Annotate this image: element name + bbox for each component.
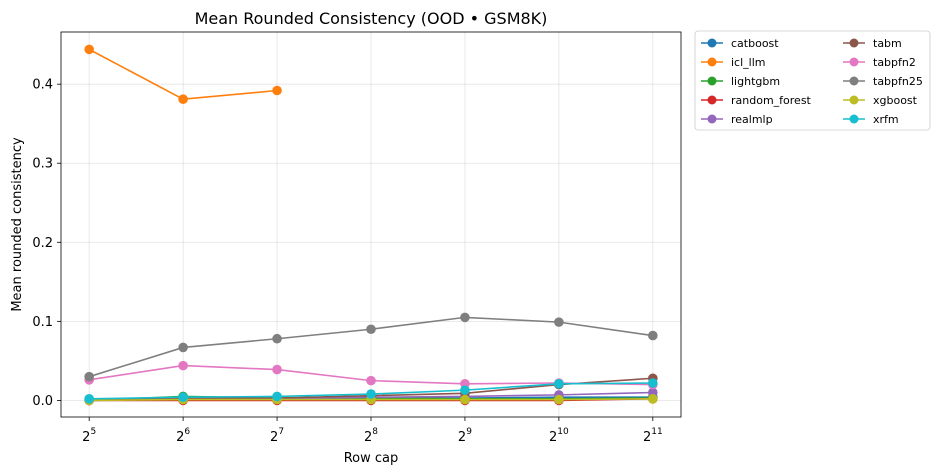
legend-marker-xrfm: [849, 114, 859, 124]
data-point-icl-llm: [272, 85, 282, 96]
legend-item-xrfm: xrfm: [843, 113, 899, 126]
legend-box: [694, 30, 931, 131]
x-tick-base: 2: [270, 430, 278, 445]
legend-marker-tabpfn2: [849, 57, 859, 67]
data-point-icl-llm: [84, 44, 94, 55]
series-icl-llm: [84, 44, 282, 104]
data-point-tabpfn25: [178, 342, 188, 353]
data-point-xgboost: [648, 394, 658, 404]
legend-item-xgboost: xgboost: [843, 94, 918, 107]
y-tick-label: 0.0: [32, 394, 53, 409]
legend-label-lightgbm: lightgbm: [731, 75, 780, 88]
x-tick-exponent: 5: [90, 427, 96, 437]
data-point-xrfm: [272, 391, 282, 402]
x-tick-label: 26: [176, 427, 190, 445]
y-tick-label: 0.1: [32, 315, 53, 330]
data-point-tabpfn25: [272, 333, 282, 344]
data-point-tabpfn25: [84, 371, 94, 382]
legend-label-tabm: tabm: [873, 37, 902, 50]
x-tick-base: 2: [82, 430, 90, 445]
y-tick-label: 0.4: [32, 78, 53, 93]
series-tabpfn25: [84, 312, 658, 382]
legend-marker-realmlp: [707, 114, 717, 124]
x-tick-base: 2: [643, 430, 651, 445]
legend: catboost icl_llm lightgbm random_forestreal…: [694, 30, 931, 131]
legend-item-icl-llm: icl_llm: [701, 56, 766, 69]
data-point-tabpfn25: [366, 324, 376, 335]
legend-label-realmlp: realmlp: [731, 113, 773, 126]
legend-item-tabm: tabm: [843, 37, 902, 50]
data-point-tabpfn25: [554, 317, 564, 327]
x-tick-exponent: 6: [184, 427, 190, 437]
data-point-xrfm: [366, 389, 376, 399]
legend-marker-catboost: [707, 38, 717, 48]
x-tick-label: 210: [549, 427, 569, 445]
x-tick-label: 25: [82, 427, 96, 445]
legend-marker-tabpfn25: [849, 76, 859, 86]
legend-label-icl-llm: icl_llm: [731, 56, 766, 69]
y-tick-label: 0.3: [32, 157, 53, 172]
x-tick-exponent: 11: [651, 427, 662, 437]
legend-label-tabpfn2: tabpfn2: [873, 56, 916, 69]
chart-title: Mean Rounded Consistency (OOD • GSM8K): [195, 9, 548, 28]
data-point-xrfm: [648, 378, 658, 388]
legend-label-xrfm: xrfm: [873, 113, 899, 126]
series-xrfm: [84, 378, 658, 404]
data-point-tabpfn2: [272, 364, 282, 375]
y-axis-label: Mean rounded consistency: [10, 137, 25, 312]
data-point-tabpfn25: [648, 330, 658, 341]
data-point-xgboost: [460, 394, 470, 405]
legend-label-random-forest: random_forest: [731, 94, 812, 107]
data-point-tabpfn25: [460, 312, 470, 323]
data-point-xrfm: [460, 385, 470, 395]
legend-item-lightgbm: lightgbm: [701, 75, 780, 88]
y-tick-label: 0.2: [32, 236, 53, 251]
legend-marker-lightgbm: [707, 76, 717, 86]
data-point-xrfm: [84, 394, 94, 404]
legend-marker-tabm: [849, 38, 859, 48]
legend-item-tabpfn25: tabpfn25: [843, 75, 923, 88]
legend-marker-xgboost: [849, 95, 859, 105]
data-point-tabpfn2: [178, 360, 188, 371]
x-tick-label: 28: [364, 427, 378, 445]
legend-item-realmlp: realmlp: [701, 113, 773, 126]
legend-marker-icl-llm: [707, 57, 717, 67]
legend-label-tabpfn25: tabpfn25: [873, 75, 923, 88]
x-tick-exponent: 7: [278, 427, 284, 437]
x-tick-exponent: 8: [372, 427, 378, 437]
x-tick-label: 29: [458, 427, 472, 445]
x-tick-label: 211: [643, 427, 663, 445]
x-axis-label: Row cap: [344, 451, 399, 466]
data-point-icl-llm: [178, 94, 188, 104]
legend-label-catboost: catboost: [731, 37, 779, 50]
x-tick-exponent: 9: [466, 427, 472, 437]
legend-item-catboost: catboost: [701, 37, 779, 50]
x-tick-base: 2: [176, 430, 184, 445]
data-point-xgboost: [554, 394, 564, 405]
data-point-xrfm: [178, 392, 188, 403]
x-tick-base: 2: [364, 430, 372, 445]
x-tick-base: 2: [458, 430, 466, 445]
data-point-tabpfn2: [366, 375, 376, 386]
x-tick-base: 2: [549, 430, 557, 445]
legend-marker-random-forest: [707, 95, 717, 105]
x-tick-label: 27: [270, 427, 284, 445]
x-tick-exponent: 10: [557, 427, 569, 437]
legend-item-tabpfn2: tabpfn2: [843, 56, 916, 69]
legend-label-xgboost: xgboost: [873, 94, 918, 107]
legend-item-random-forest: random_forest: [701, 94, 812, 107]
data-point-xrfm: [554, 378, 564, 389]
series-layer: [84, 44, 658, 406]
